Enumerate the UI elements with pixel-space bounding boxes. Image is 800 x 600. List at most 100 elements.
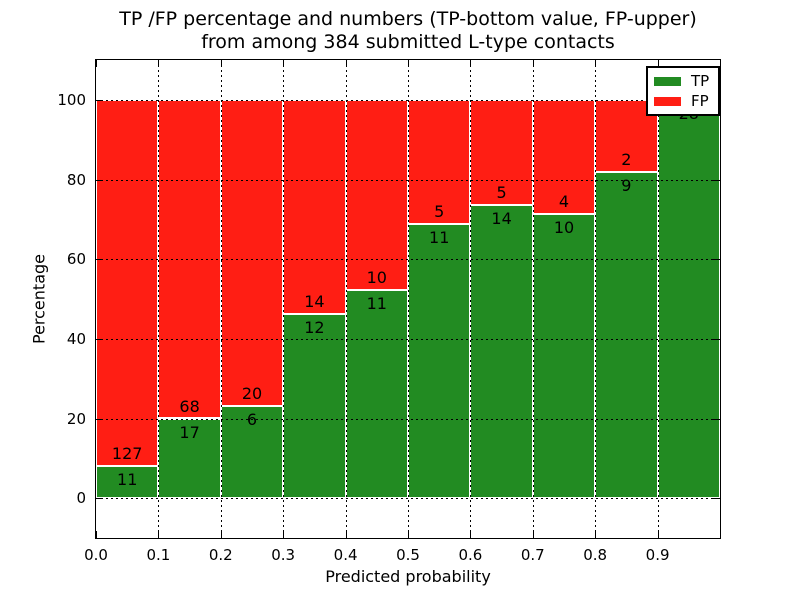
x-tick-mark bbox=[657, 531, 659, 538]
tp-bar-segment bbox=[532, 213, 596, 499]
y-tick-mark bbox=[96, 259, 103, 261]
x-tick-mark bbox=[283, 60, 285, 67]
y-tick-mark bbox=[96, 498, 103, 500]
fp-count-label: 5 bbox=[496, 182, 507, 202]
chart-title-line2: from among 384 submitted L-type contacts bbox=[201, 31, 615, 53]
y-tick-label: 40 bbox=[66, 329, 86, 348]
tp-bar-segment bbox=[220, 406, 284, 499]
x-tick-mark bbox=[408, 60, 409, 67]
v-gridline bbox=[220, 60, 222, 538]
x-tick-label: 0.2 bbox=[208, 546, 233, 564]
legend-label-fp: FP bbox=[691, 92, 709, 110]
tp-count-label: 6 bbox=[246, 410, 258, 430]
tp-bar-segment bbox=[345, 289, 408, 499]
v-gridline bbox=[408, 60, 409, 538]
x-tick-label: 0.3 bbox=[271, 546, 296, 564]
y-tick-label: 20 bbox=[66, 409, 86, 428]
x-tick-mark bbox=[595, 60, 597, 67]
v-gridline bbox=[470, 60, 472, 538]
tp-bar-segment bbox=[470, 204, 533, 499]
y-tick-mark bbox=[713, 418, 720, 420]
x-tick-mark bbox=[532, 60, 534, 67]
x-tick-mark bbox=[408, 531, 409, 538]
fp-bar-segment bbox=[345, 99, 408, 290]
x-tick-mark bbox=[158, 60, 160, 67]
x-tick-mark bbox=[345, 60, 347, 67]
legend-entry-fp: FP bbox=[654, 91, 709, 111]
x-tick-label: 0.9 bbox=[645, 546, 670, 564]
legend-swatch-tp bbox=[654, 76, 681, 86]
y-tick-mark bbox=[96, 99, 103, 101]
fp-count-label: 10 bbox=[366, 267, 387, 287]
x-tick-mark bbox=[96, 531, 97, 538]
chart-title-line1: TP /FP percentage and numbers (TP-bottom… bbox=[119, 8, 697, 30]
x-tick-mark bbox=[470, 60, 472, 67]
fp-count-label: 4 bbox=[558, 191, 570, 211]
x-tick-mark bbox=[220, 60, 222, 67]
y-tick-mark bbox=[96, 179, 103, 181]
x-tick-mark bbox=[657, 60, 659, 67]
x-tick-label: 0.1 bbox=[146, 546, 171, 564]
tp-bar-segment bbox=[158, 418, 221, 499]
fp-bar-segment bbox=[283, 99, 346, 315]
v-gridline bbox=[283, 60, 285, 538]
plot-area: 127116817206141210115115144102928 bbox=[96, 60, 720, 538]
v-gridline bbox=[345, 60, 347, 538]
fp-bar-segment bbox=[220, 99, 284, 407]
tp-bar-segment bbox=[96, 466, 159, 499]
y-tick-label: 0 bbox=[76, 489, 86, 508]
v-gridline bbox=[158, 60, 160, 538]
x-tick-mark bbox=[158, 531, 160, 538]
tp-bar-segment bbox=[283, 314, 346, 499]
fp-count-label: 68 bbox=[179, 396, 200, 416]
fp-count-label: 2 bbox=[621, 150, 632, 170]
tp-bar-segment bbox=[408, 224, 471, 499]
x-tick-mark bbox=[532, 531, 534, 538]
y-tick-label: 60 bbox=[66, 250, 86, 269]
fp-count-label: 20 bbox=[241, 384, 263, 404]
legend-entry-tp: TP bbox=[654, 71, 709, 91]
tp-count-label: 11 bbox=[429, 228, 450, 248]
tp-count-label: 11 bbox=[366, 293, 387, 313]
tp-bar-segment bbox=[657, 99, 720, 499]
x-tick-mark bbox=[283, 531, 285, 538]
y-tick-label: 100 bbox=[57, 90, 86, 109]
x-tick-mark bbox=[220, 531, 222, 538]
x-tick-label: 0.7 bbox=[520, 546, 545, 564]
y-tick-mark bbox=[713, 498, 720, 500]
tp-count-label: 10 bbox=[553, 217, 575, 237]
tp-count-label: 14 bbox=[491, 208, 512, 228]
x-tick-label: 0.5 bbox=[396, 546, 420, 564]
y-tick-mark bbox=[96, 338, 103, 340]
tp-count-label: 9 bbox=[621, 176, 632, 196]
y-tick-mark bbox=[713, 259, 720, 261]
v-gridline bbox=[532, 60, 534, 538]
x-axis-label: Predicted probability bbox=[325, 567, 491, 586]
x-tick-mark bbox=[470, 531, 472, 538]
x-tick-mark bbox=[595, 531, 597, 538]
legend-label-tp: TP bbox=[691, 72, 710, 90]
x-tick-label: 0.8 bbox=[583, 546, 608, 564]
y-tick-mark bbox=[713, 179, 720, 181]
x-tick-label: 0.6 bbox=[458, 546, 483, 564]
x-tick-mark bbox=[96, 60, 97, 67]
tp-count-label: 17 bbox=[179, 422, 200, 442]
chart-title: TP /FP percentage and numbers (TP-bottom… bbox=[96, 8, 720, 54]
tp-bar-segment bbox=[595, 172, 658, 499]
tp-count-label: 12 bbox=[304, 318, 325, 338]
y-tick-label: 80 bbox=[66, 170, 86, 189]
y-tick-mark bbox=[713, 338, 720, 340]
x-tick-label: 0.0 bbox=[84, 546, 108, 564]
x-tick-mark bbox=[345, 531, 347, 538]
legend: TP FP bbox=[646, 66, 721, 116]
y-tick-mark bbox=[96, 418, 103, 420]
v-gridline bbox=[657, 60, 659, 538]
fp-count-label: 14 bbox=[304, 292, 325, 312]
legend-swatch-fp bbox=[654, 96, 681, 106]
fp-count-label: 127 bbox=[111, 444, 143, 464]
x-tick-label: 0.4 bbox=[333, 546, 358, 564]
v-gridline bbox=[595, 60, 597, 538]
tp-count-label: 11 bbox=[117, 470, 138, 490]
fp-bar-segment bbox=[96, 99, 159, 467]
